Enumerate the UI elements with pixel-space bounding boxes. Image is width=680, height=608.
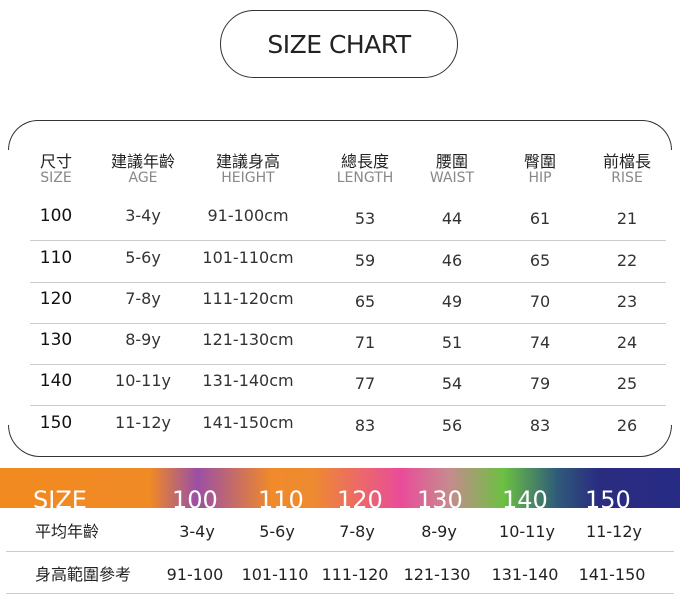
table-frame-top [8,120,672,150]
table-cell: 110 [39,248,73,268]
header-zh: 腰圍 [435,152,469,171]
table-cell: 8-9y [125,330,161,349]
size-gradient-band: SIZE 100 110 120 130 140 150 [0,468,680,508]
age-value: 5-6y [259,522,295,541]
header-zh: 尺寸 [39,152,73,171]
table-cell: 24 [616,333,638,352]
header-en: SIZE [40,170,72,186]
table-cell: 130 [39,330,73,350]
header-zh: 前檔長 [602,152,652,171]
table-cell: 77 [354,374,376,393]
height-value: 91-100 [166,565,224,584]
table-cell: 61 [529,209,551,228]
header-zh: 建議年齡 [110,152,176,171]
table-cell: 23 [616,292,638,311]
table-cell: 22 [616,251,638,270]
table-cell: 111-120cm [202,289,294,308]
table-cell: 10-11y [115,371,171,390]
age-value: 11-12y [586,522,642,541]
row-divider [30,323,666,324]
table-cell: 65 [354,292,376,311]
table-cell: 7-8y [125,289,161,308]
table-cell: 121-130cm [202,330,294,349]
row-divider [30,282,666,283]
band-size: 130 [417,486,463,508]
height-value: 141-150 [578,565,646,584]
summary-divider [6,593,674,594]
row-divider [30,405,666,406]
height-value: 121-130 [403,565,471,584]
age-label: 平均年齡 [35,522,100,541]
table-cell: 53 [354,209,376,228]
table-cell: 83 [529,416,551,435]
summary-divider [6,551,674,552]
table-cell: 56 [441,416,463,435]
table-cell: 25 [616,374,638,393]
table-cell: 3-4y [125,206,161,225]
table-cell: 101-110cm [202,248,294,267]
table-cell: 140 [39,371,73,391]
table-cell: 70 [529,292,551,311]
height-value: 111-120 [321,565,389,584]
table-cell: 11-12y [115,413,171,432]
height-label: 身高範圍參考 [35,565,132,584]
band-size: 150 [585,486,631,508]
table-cell: 79 [529,374,551,393]
table-cell: 100 [39,206,73,226]
table-cell: 74 [529,333,551,352]
band-size: 140 [502,486,548,508]
age-value: 8-9y [421,522,457,541]
table-cell: 44 [441,209,463,228]
band-size-label: SIZE [33,486,87,508]
header-zh: 臀圍 [523,152,557,171]
height-value: 101-110 [241,565,309,584]
table-cell: 83 [354,416,376,435]
header-en: AGE [128,170,158,186]
age-value: 7-8y [339,522,375,541]
header-zh: 總長度 [340,152,390,171]
table-cell: 71 [354,333,376,352]
table-cell: 141-150cm [202,413,294,432]
header-en: HEIGHT [221,170,275,186]
table-cell: 150 [39,413,73,433]
band-size: 100 [172,486,218,508]
age-value: 3-4y [179,522,215,541]
table-cell: 59 [354,251,376,270]
table-cell: 91-100cm [207,206,289,225]
table-cell: 65 [529,251,551,270]
header-en: WAIST [429,170,475,186]
table-cell: 54 [441,374,463,393]
band-size: 110 [258,486,304,508]
row-divider [30,240,666,241]
table-cell: 120 [39,289,73,309]
height-value: 131-140 [491,565,559,584]
age-value: 10-11y [499,522,555,541]
header-en: HIP [528,170,552,186]
size-chart-title: SIZE CHART [220,10,458,78]
header-en: RISE [611,170,643,186]
table-cell: 49 [441,292,463,311]
table-frame-bottom [8,425,672,457]
table-cell: 51 [441,333,463,352]
table-cell: 26 [616,416,638,435]
header-en: LENGTH [336,170,394,186]
table-cell: 5-6y [125,248,161,267]
row-divider [30,364,666,365]
table-cell: 46 [441,251,463,270]
band-size: 120 [337,486,383,508]
table-cell: 131-140cm [202,371,294,390]
table-cell: 21 [616,209,638,228]
header-zh: 建議身高 [215,152,281,171]
